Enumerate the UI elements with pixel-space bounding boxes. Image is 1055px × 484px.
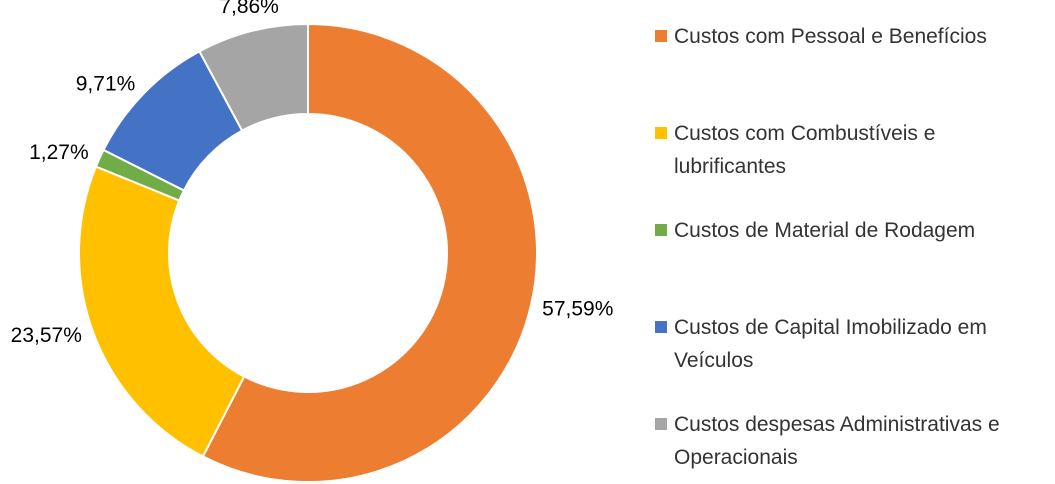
- data-label: 57,59%: [542, 297, 613, 320]
- legend-item: Custos com Combustíveis e lubrificantes: [655, 117, 1050, 214]
- legend-swatch: [655, 127, 667, 139]
- data-label: 23,57%: [11, 324, 82, 347]
- data-label: 7,86%: [219, 0, 279, 18]
- legend-item: Custos despesas Administrativas e Operac…: [655, 408, 1050, 484]
- legend-item: Custos com Pessoal e Benefícios: [655, 20, 1050, 117]
- legend-label: Custos de Material de Rodagem: [674, 219, 976, 242]
- legend-label: Custos despesas Administrativas e Operac…: [674, 413, 1000, 469]
- legend-item: Custos de Material de Rodagem: [655, 214, 1050, 311]
- legend-swatch: [655, 418, 667, 430]
- legend-label: Custos com Combustíveis e lubrificantes: [674, 122, 936, 178]
- slice: [198, 22, 309, 132]
- legend-item: Custos de Capital Imobilizado em Veículo…: [655, 311, 1050, 408]
- legend-label: Custos de Capital Imobilizado em Veículo…: [674, 316, 987, 372]
- legend-swatch: [655, 30, 667, 42]
- slice: [78, 165, 246, 458]
- data-label: 9,71%: [76, 72, 136, 95]
- data-label: 1,27%: [29, 141, 89, 164]
- legend: Custos com Pessoal e Benefícios Custos co…: [655, 20, 1050, 484]
- legend-label: Custos com Pessoal e Benefícios: [674, 25, 987, 48]
- legend-swatch: [655, 321, 667, 333]
- slice: [201, 22, 538, 483]
- donut-plot: 57,59% 23,57% 1,27% 9,71% 7,86%: [11, 0, 613, 483]
- legend-swatch: [655, 224, 667, 236]
